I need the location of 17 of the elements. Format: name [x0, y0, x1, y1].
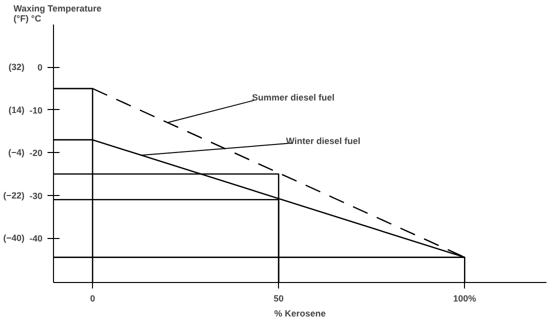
- x-tick-label: 0: [90, 294, 96, 304]
- y-tick-label: -20: [29, 148, 43, 158]
- x-tick-label: 100%: [453, 294, 476, 304]
- y2-tick-label: (−22): [3, 190, 25, 200]
- y2-tick-label: (−40): [3, 233, 25, 244]
- y2-tick-label: (14): [8, 104, 25, 115]
- y2-tick-label: (32): [8, 62, 25, 72]
- x-tick-label: 50: [274, 294, 284, 304]
- y2-tick-label: (−4): [8, 148, 25, 158]
- y-tick-label: 0: [37, 62, 43, 73]
- y-axis-title: Waxing Temperature (°F) °C: [14, 4, 102, 24]
- y-tick-label: -30: [29, 190, 43, 201]
- annotation: Winter diesel fuel: [286, 136, 360, 146]
- annotation: Summer diesel fuel: [252, 92, 335, 103]
- y-tick-label: -10: [29, 105, 43, 116]
- y-tick-label: -40: [29, 234, 43, 244]
- x-axis-title: % Kerosene: [274, 308, 326, 318]
